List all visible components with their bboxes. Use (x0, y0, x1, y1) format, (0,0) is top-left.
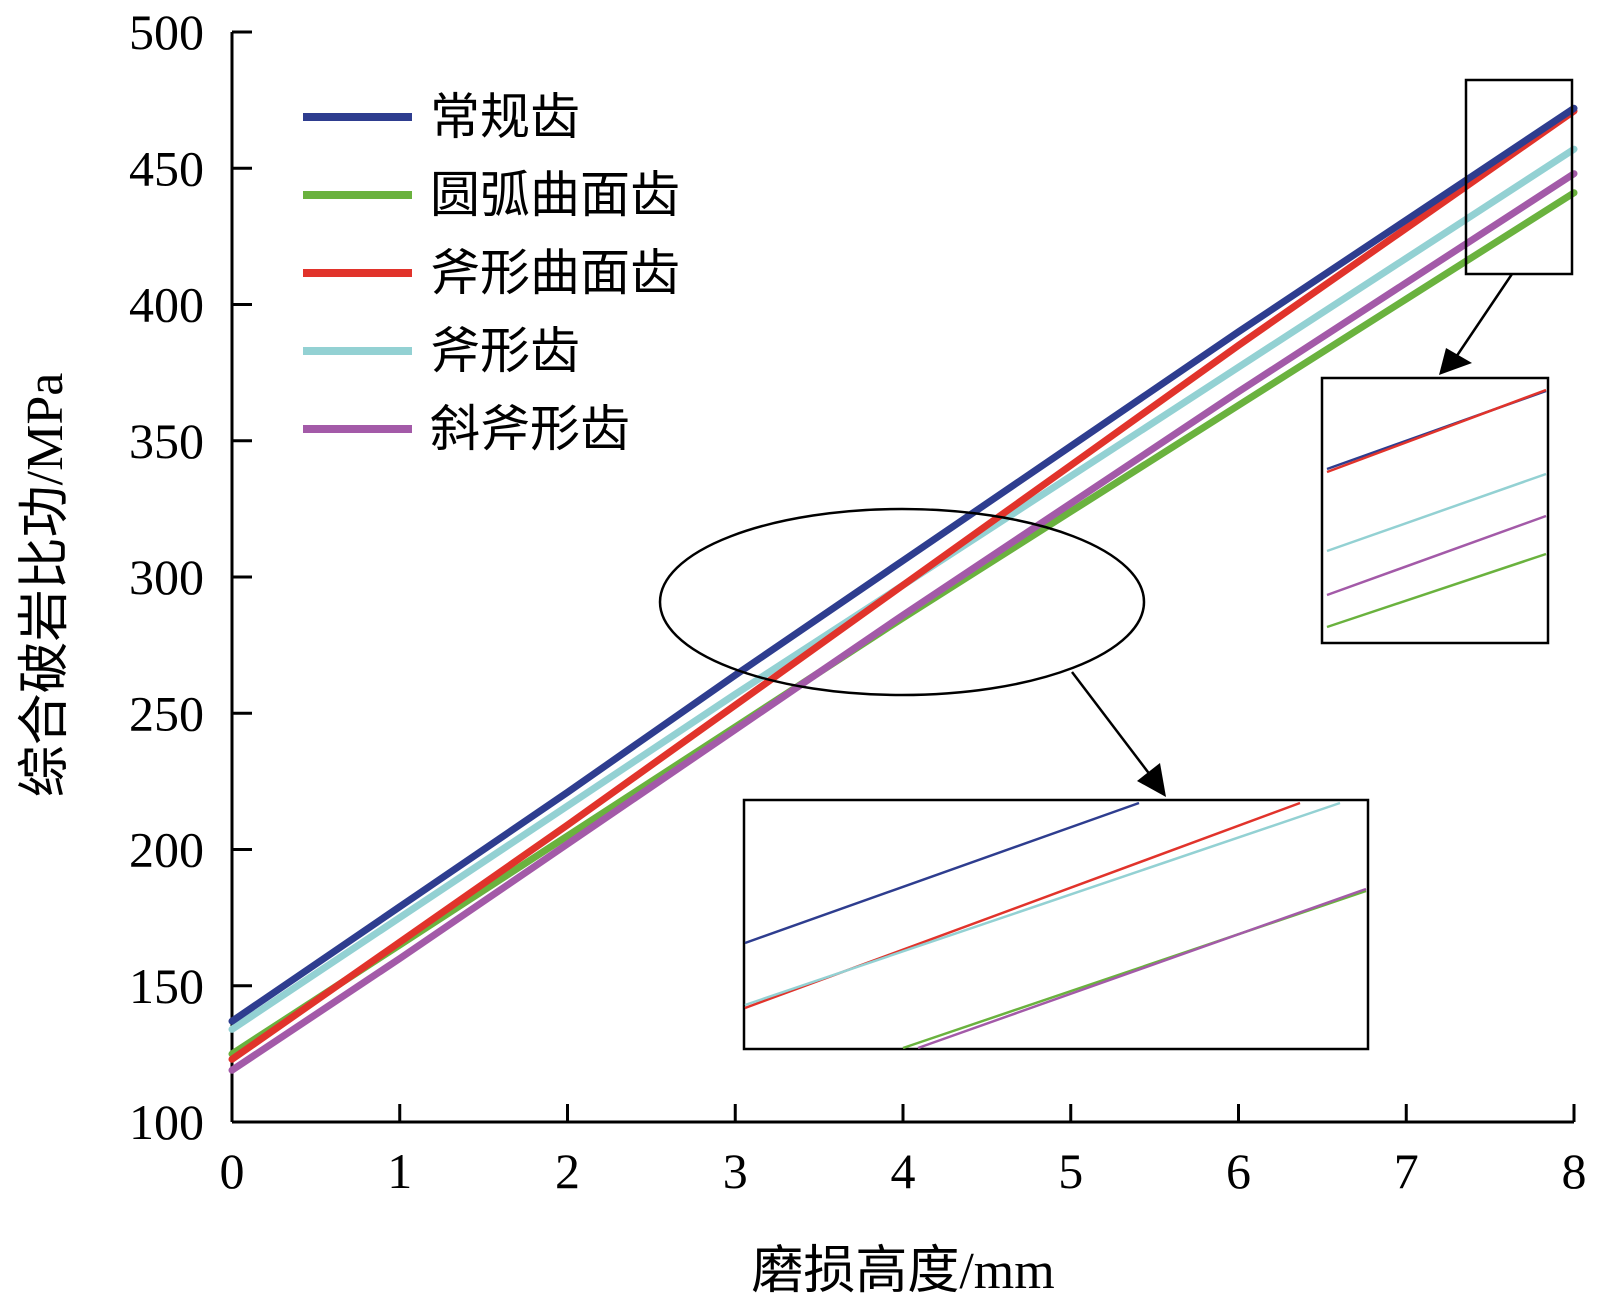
legend-label-2: 斧形曲面齿 (430, 245, 680, 301)
zoom-arrow-middle (1071, 671, 1155, 781)
series-line-4 (228, 170, 1578, 1074)
series-line-2 (228, 107, 1578, 1063)
y-tick-label-0: 100 (129, 1094, 204, 1150)
y-axis-title: 综合破岩比功/MPa (17, 373, 74, 798)
x-tick-label-6: 6 (1226, 1143, 1251, 1199)
inset-top-right (1320, 376, 1550, 645)
y-tick-label-6: 400 (129, 277, 204, 333)
zoom-arrow-head-top-right (1439, 348, 1472, 375)
zoom-arrow-head-middle (1137, 763, 1166, 797)
x-ticks: 0 1 2 3 4 5 6 7 8 (220, 1104, 1587, 1199)
legend-label-1: 圆弧曲面齿 (430, 167, 680, 223)
zoom-arrow-top-right (1448, 273, 1514, 367)
series-line-0 (228, 104, 1578, 1025)
x-tick-label-5: 5 (1058, 1143, 1083, 1199)
x-tick-label-8: 8 (1562, 1143, 1587, 1199)
x-tick-label-1: 1 (387, 1143, 412, 1199)
zoom-region-box-top-right (1464, 78, 1574, 276)
x-tick-label-2: 2 (555, 1143, 580, 1199)
x-tick-label-0: 0 (220, 1143, 245, 1199)
y-tick-label-1: 150 (129, 958, 204, 1014)
y-tick-label-4: 300 (129, 549, 204, 605)
y-tick-label-3: 250 (129, 685, 204, 741)
legend-label-3: 斧形齿 (430, 323, 580, 379)
zoom-region-ellipse-middle (658, 507, 1146, 697)
y-tick-label-7: 450 (129, 140, 204, 196)
legend-label-0: 常规齿 (430, 89, 580, 145)
y-ticks: 100 150 200 250 300 350 400 450 500 (129, 4, 252, 1150)
inset-middle (742, 798, 1370, 1051)
y-tick-label-5: 350 (129, 413, 204, 469)
series-lines (228, 104, 1578, 1074)
x-tick-label-4: 4 (891, 1143, 916, 1199)
y-tick-label-2: 200 (129, 822, 204, 878)
legend-label-4: 斜斧形齿 (430, 401, 630, 457)
x-tick-label-3: 3 (723, 1143, 748, 1199)
y-tick-label-8: 500 (129, 4, 204, 60)
x-axis-title: 磨损高度/mm (751, 1243, 1054, 1300)
x-tick-label-7: 7 (1394, 1143, 1419, 1199)
